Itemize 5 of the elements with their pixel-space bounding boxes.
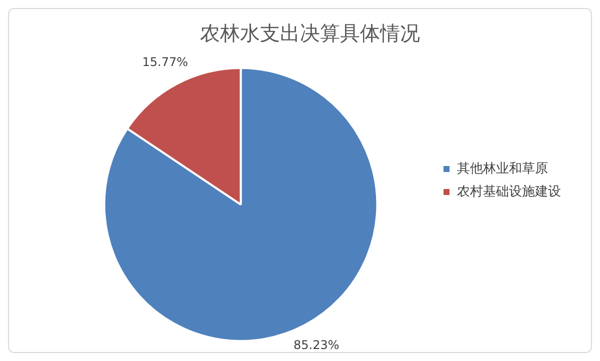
legend-label: 其他林业和草原 [457,161,548,176]
chart-title: 农林水支出决算具体情况 [200,21,420,46]
data-label: 15.77% [142,55,188,70]
legend-label: 农村基础设施建设 [457,184,561,200]
data-label: 85.23% [293,338,340,352]
